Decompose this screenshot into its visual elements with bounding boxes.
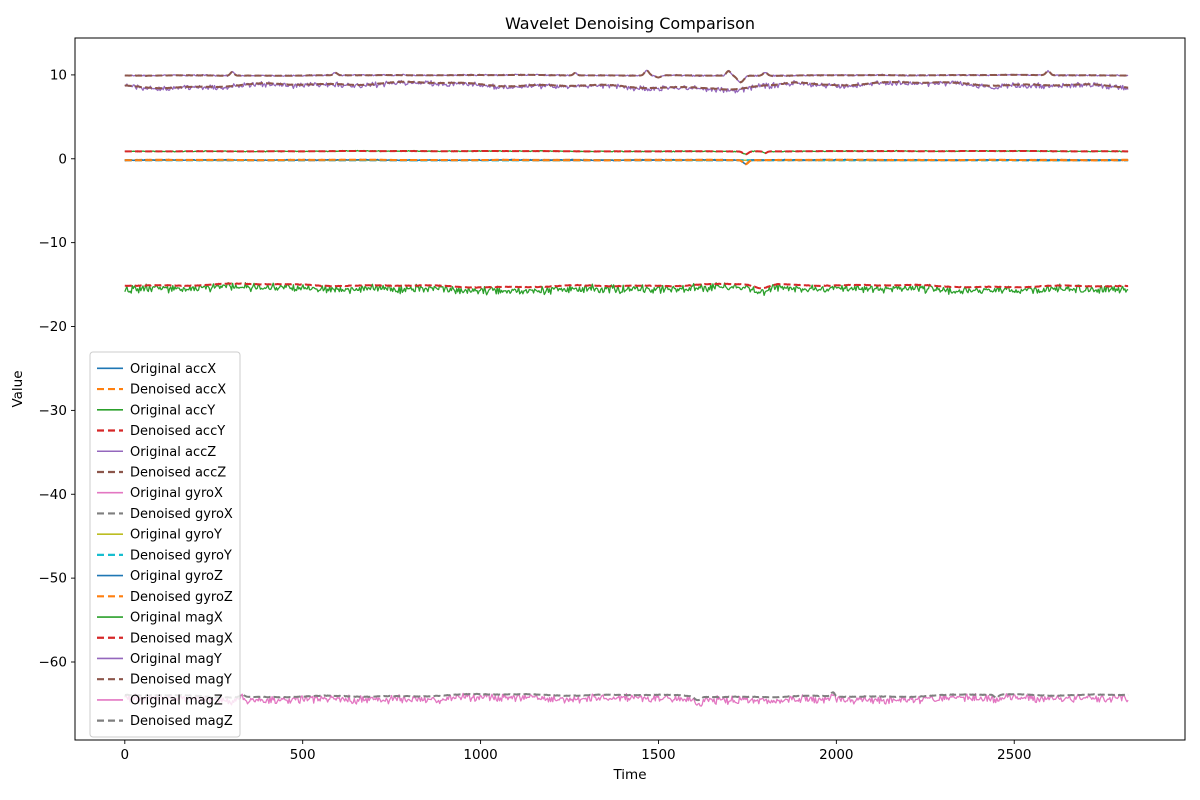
legend-label: Original accY	[130, 403, 215, 418]
legend-entry-denoised-magz: Denoised magZ	[97, 714, 233, 729]
x-tick-label: 2500	[997, 747, 1031, 763]
series-denoised-magx	[124, 282, 1129, 290]
series-denoised-accy	[124, 150, 1129, 156]
legend-label: Denoised magZ	[130, 714, 233, 729]
y-tick-label: −10	[39, 235, 68, 251]
legend-entry-denoised-magx: Denoised magX	[97, 631, 233, 646]
legend-entry-original-accy: Original accY	[97, 403, 215, 418]
series-denoised-magz	[124, 691, 1129, 702]
legend-label: Original accX	[130, 362, 216, 377]
chart-title: Wavelet Denoising Comparison	[505, 14, 755, 33]
legend-entry-original-accz: Original accZ	[97, 445, 216, 460]
x-axis-label: Time	[612, 767, 646, 783]
legend-entry-original-gyroz: Original gyroZ	[97, 569, 223, 584]
legend-label: Original magX	[130, 611, 223, 626]
series-original-magz	[124, 692, 1129, 707]
legend-entry-denoised-gyroy: Denoised gyroY	[97, 548, 232, 563]
legend-entry-denoised-gyroz: Denoised gyroZ	[97, 590, 233, 605]
legend-entry-original-magy: Original magY	[97, 652, 222, 667]
x-tick-label: 500	[290, 747, 316, 763]
series-denoised-accz	[124, 69, 1129, 84]
x-tick-label: 1500	[641, 747, 675, 763]
y-tick-label: 0	[58, 151, 67, 167]
legend-label: Original gyroX	[130, 486, 223, 501]
x-tick-label: 2000	[819, 747, 853, 763]
legend-box	[89, 351, 241, 738]
legend-label: Denoised gyroY	[130, 548, 232, 563]
x-tick-label: 1000	[463, 747, 497, 763]
y-axis-label: Value	[10, 370, 26, 407]
axes-ticks: 0 500 1000 1500 2000 2500 10 0 −10 −20 −30 −40 −50 −6…	[39, 67, 1032, 763]
series-original-magx	[124, 282, 1129, 297]
legend-label: Original magZ	[130, 693, 223, 708]
legend: Original accX Denoised accX Original accY D…	[89, 351, 241, 738]
y-tick-label: −50	[39, 571, 68, 587]
legend-label: Original gyroY	[130, 528, 222, 543]
legend-entry-original-magz: Original magZ	[97, 693, 223, 708]
y-tick-label: 10	[50, 67, 67, 83]
legend-label: Original accZ	[130, 445, 216, 460]
legend-label: Original magY	[130, 652, 222, 667]
legend-entry-original-gyroy: Original gyroY	[97, 528, 222, 543]
legend-label: Denoised magY	[130, 673, 232, 688]
legend-entry-denoised-accy: Denoised accY	[97, 424, 225, 439]
legend-label: Denoised magX	[130, 631, 233, 646]
x-tick-label: 0	[121, 747, 130, 763]
legend-label: Original gyroZ	[130, 569, 223, 584]
legend-entry-original-accx: Original accX	[97, 362, 216, 377]
legend-entry-original-magx: Original magX	[97, 611, 223, 626]
legend-label: Denoised gyroZ	[130, 590, 233, 605]
series-denoised-magy	[124, 80, 1129, 91]
legend-entry-denoised-accz: Denoised accZ	[97, 465, 226, 480]
series-layer	[124, 69, 1129, 707]
y-tick-label: −30	[39, 403, 68, 419]
legend-entry-original-gyrox: Original gyroX	[97, 486, 223, 501]
legend-entry-denoised-gyrox: Denoised gyroX	[97, 507, 233, 522]
series-denoised-gyroz	[124, 158, 1129, 165]
legend-label: Denoised accY	[130, 424, 225, 439]
legend-entry-denoised-magy: Denoised magY	[97, 673, 232, 688]
legend-label: Denoised accX	[130, 383, 226, 398]
y-tick-label: −60	[39, 655, 68, 671]
plot-border	[74, 37, 1186, 741]
legend-label: Denoised accZ	[130, 465, 226, 480]
legend-entry-denoised-accx: Denoised accX	[97, 383, 226, 398]
y-tick-label: −40	[39, 487, 68, 503]
y-tick-label: −20	[39, 319, 68, 335]
legend-label: Denoised gyroX	[130, 507, 233, 522]
